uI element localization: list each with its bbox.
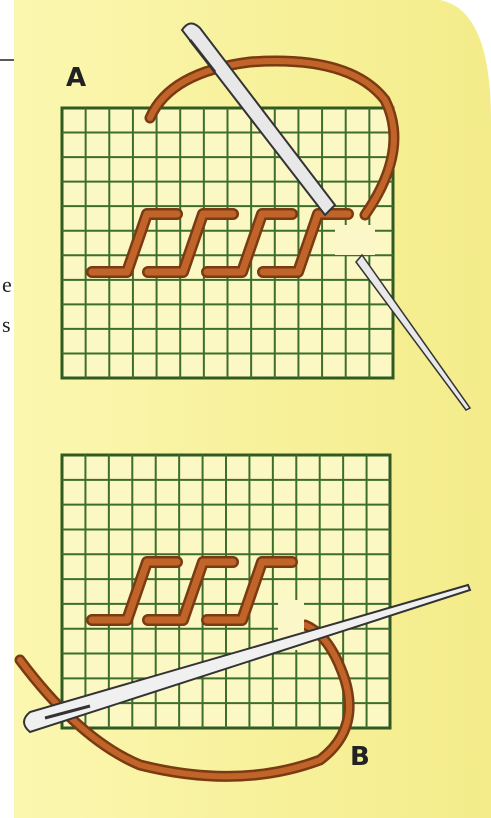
margin-text: e — [2, 272, 12, 297]
label-b: B — [350, 742, 370, 772]
fabric-gap — [335, 225, 375, 255]
illustration: e s A B — [0, 0, 491, 818]
label-a: A — [66, 63, 86, 93]
margin-text: s — [2, 312, 11, 337]
